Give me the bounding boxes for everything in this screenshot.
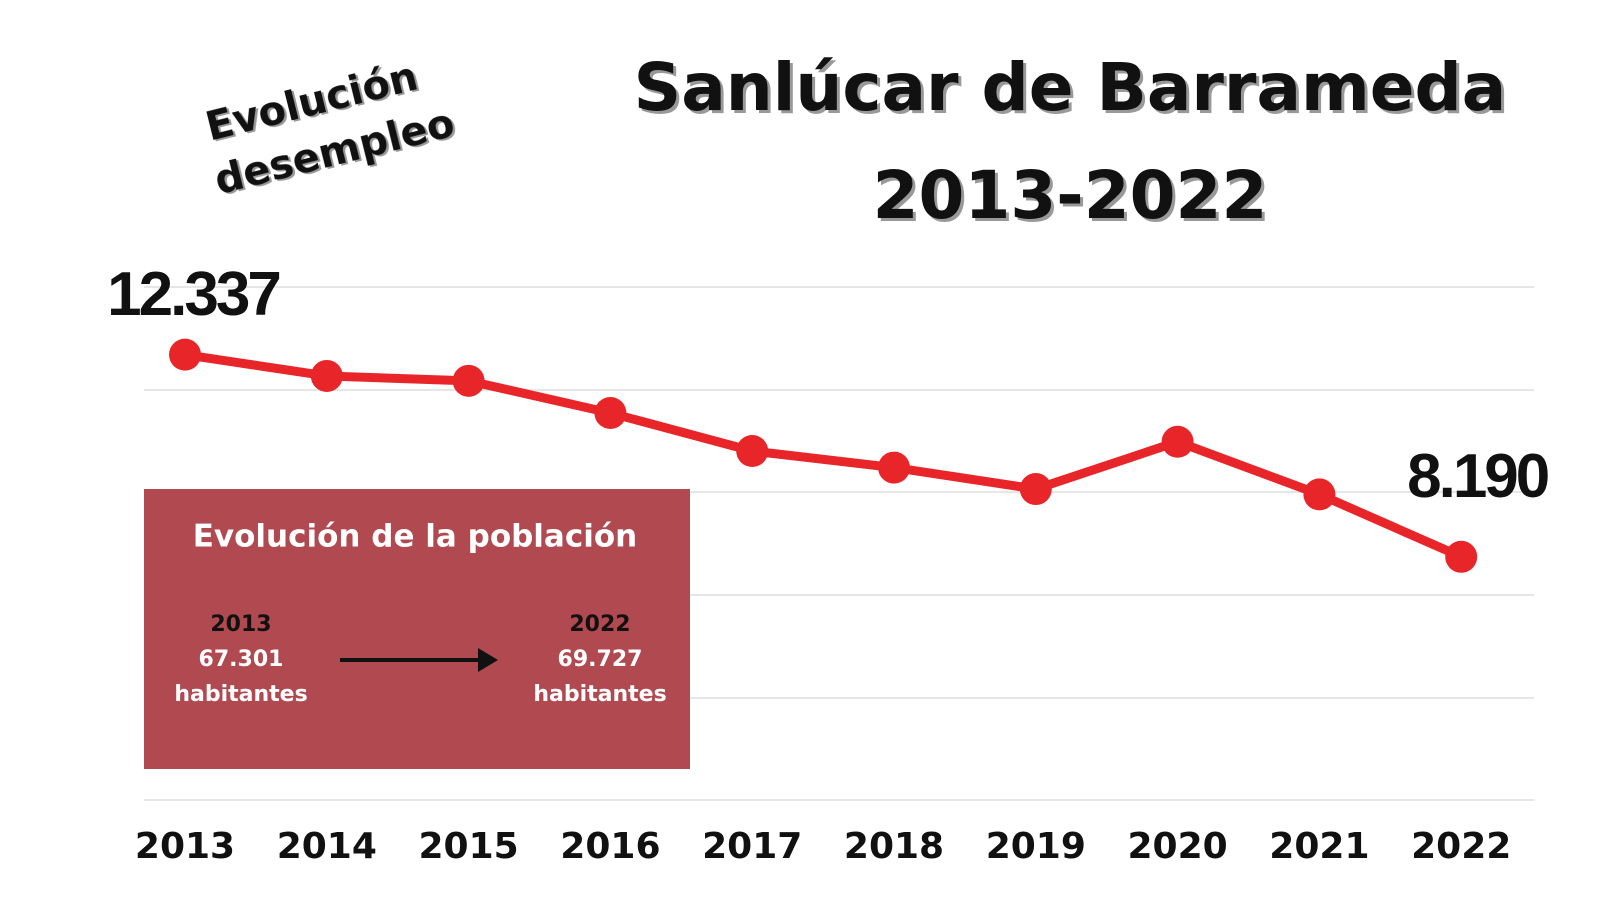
point — [878, 451, 910, 484]
annotation: Evolución desempleo — [201, 54, 459, 204]
point — [169, 338, 201, 371]
x-tick-label: 2018 — [844, 826, 944, 867]
point — [1161, 425, 1194, 458]
x-tick-label: 2016 — [560, 826, 660, 867]
chart-subtitle: 2013-2022 — [873, 157, 1268, 234]
x-tick-label: 2015 — [418, 826, 518, 867]
arrow-head — [478, 648, 498, 672]
from-value: 67.301 — [199, 647, 284, 672]
point — [310, 359, 343, 392]
value-label: 8.190 — [1407, 442, 1548, 511]
box-background — [144, 489, 690, 769]
chart-title: Sanlúcar de Barrameda — [634, 49, 1507, 126]
point — [736, 435, 769, 468]
point — [1019, 473, 1052, 506]
to-year: 2022 — [569, 612, 630, 637]
from-year: 2013 — [210, 612, 271, 637]
from-unit: habitantes — [174, 682, 307, 707]
to-unit: habitantes — [533, 682, 666, 707]
value-label: 12.337 — [107, 260, 279, 329]
point — [1445, 540, 1478, 573]
plot: 2013 2014 2015 2016 2017 2018 2019 2020 2021 2022… — [107, 260, 1551, 867]
x-tick-label: 2019 — [986, 826, 1086, 867]
box-title: Evolución de la población — [193, 519, 637, 555]
point — [594, 396, 627, 429]
population-box: Evolución de la población 2013 67.301 ha… — [144, 489, 690, 769]
line — [184, 350, 1464, 561]
x-tick-label: 2022 — [1411, 826, 1511, 867]
x-tick-label: 2014 — [277, 826, 377, 867]
x-tick-label: 2020 — [1127, 826, 1227, 867]
to-value: 69.727 — [558, 647, 643, 672]
point — [452, 364, 485, 397]
x-tick-label: 2021 — [1269, 826, 1369, 867]
point — [1303, 478, 1336, 511]
x-tick-label: 2017 — [702, 826, 802, 867]
x-tick-label: 2013 — [135, 826, 235, 867]
